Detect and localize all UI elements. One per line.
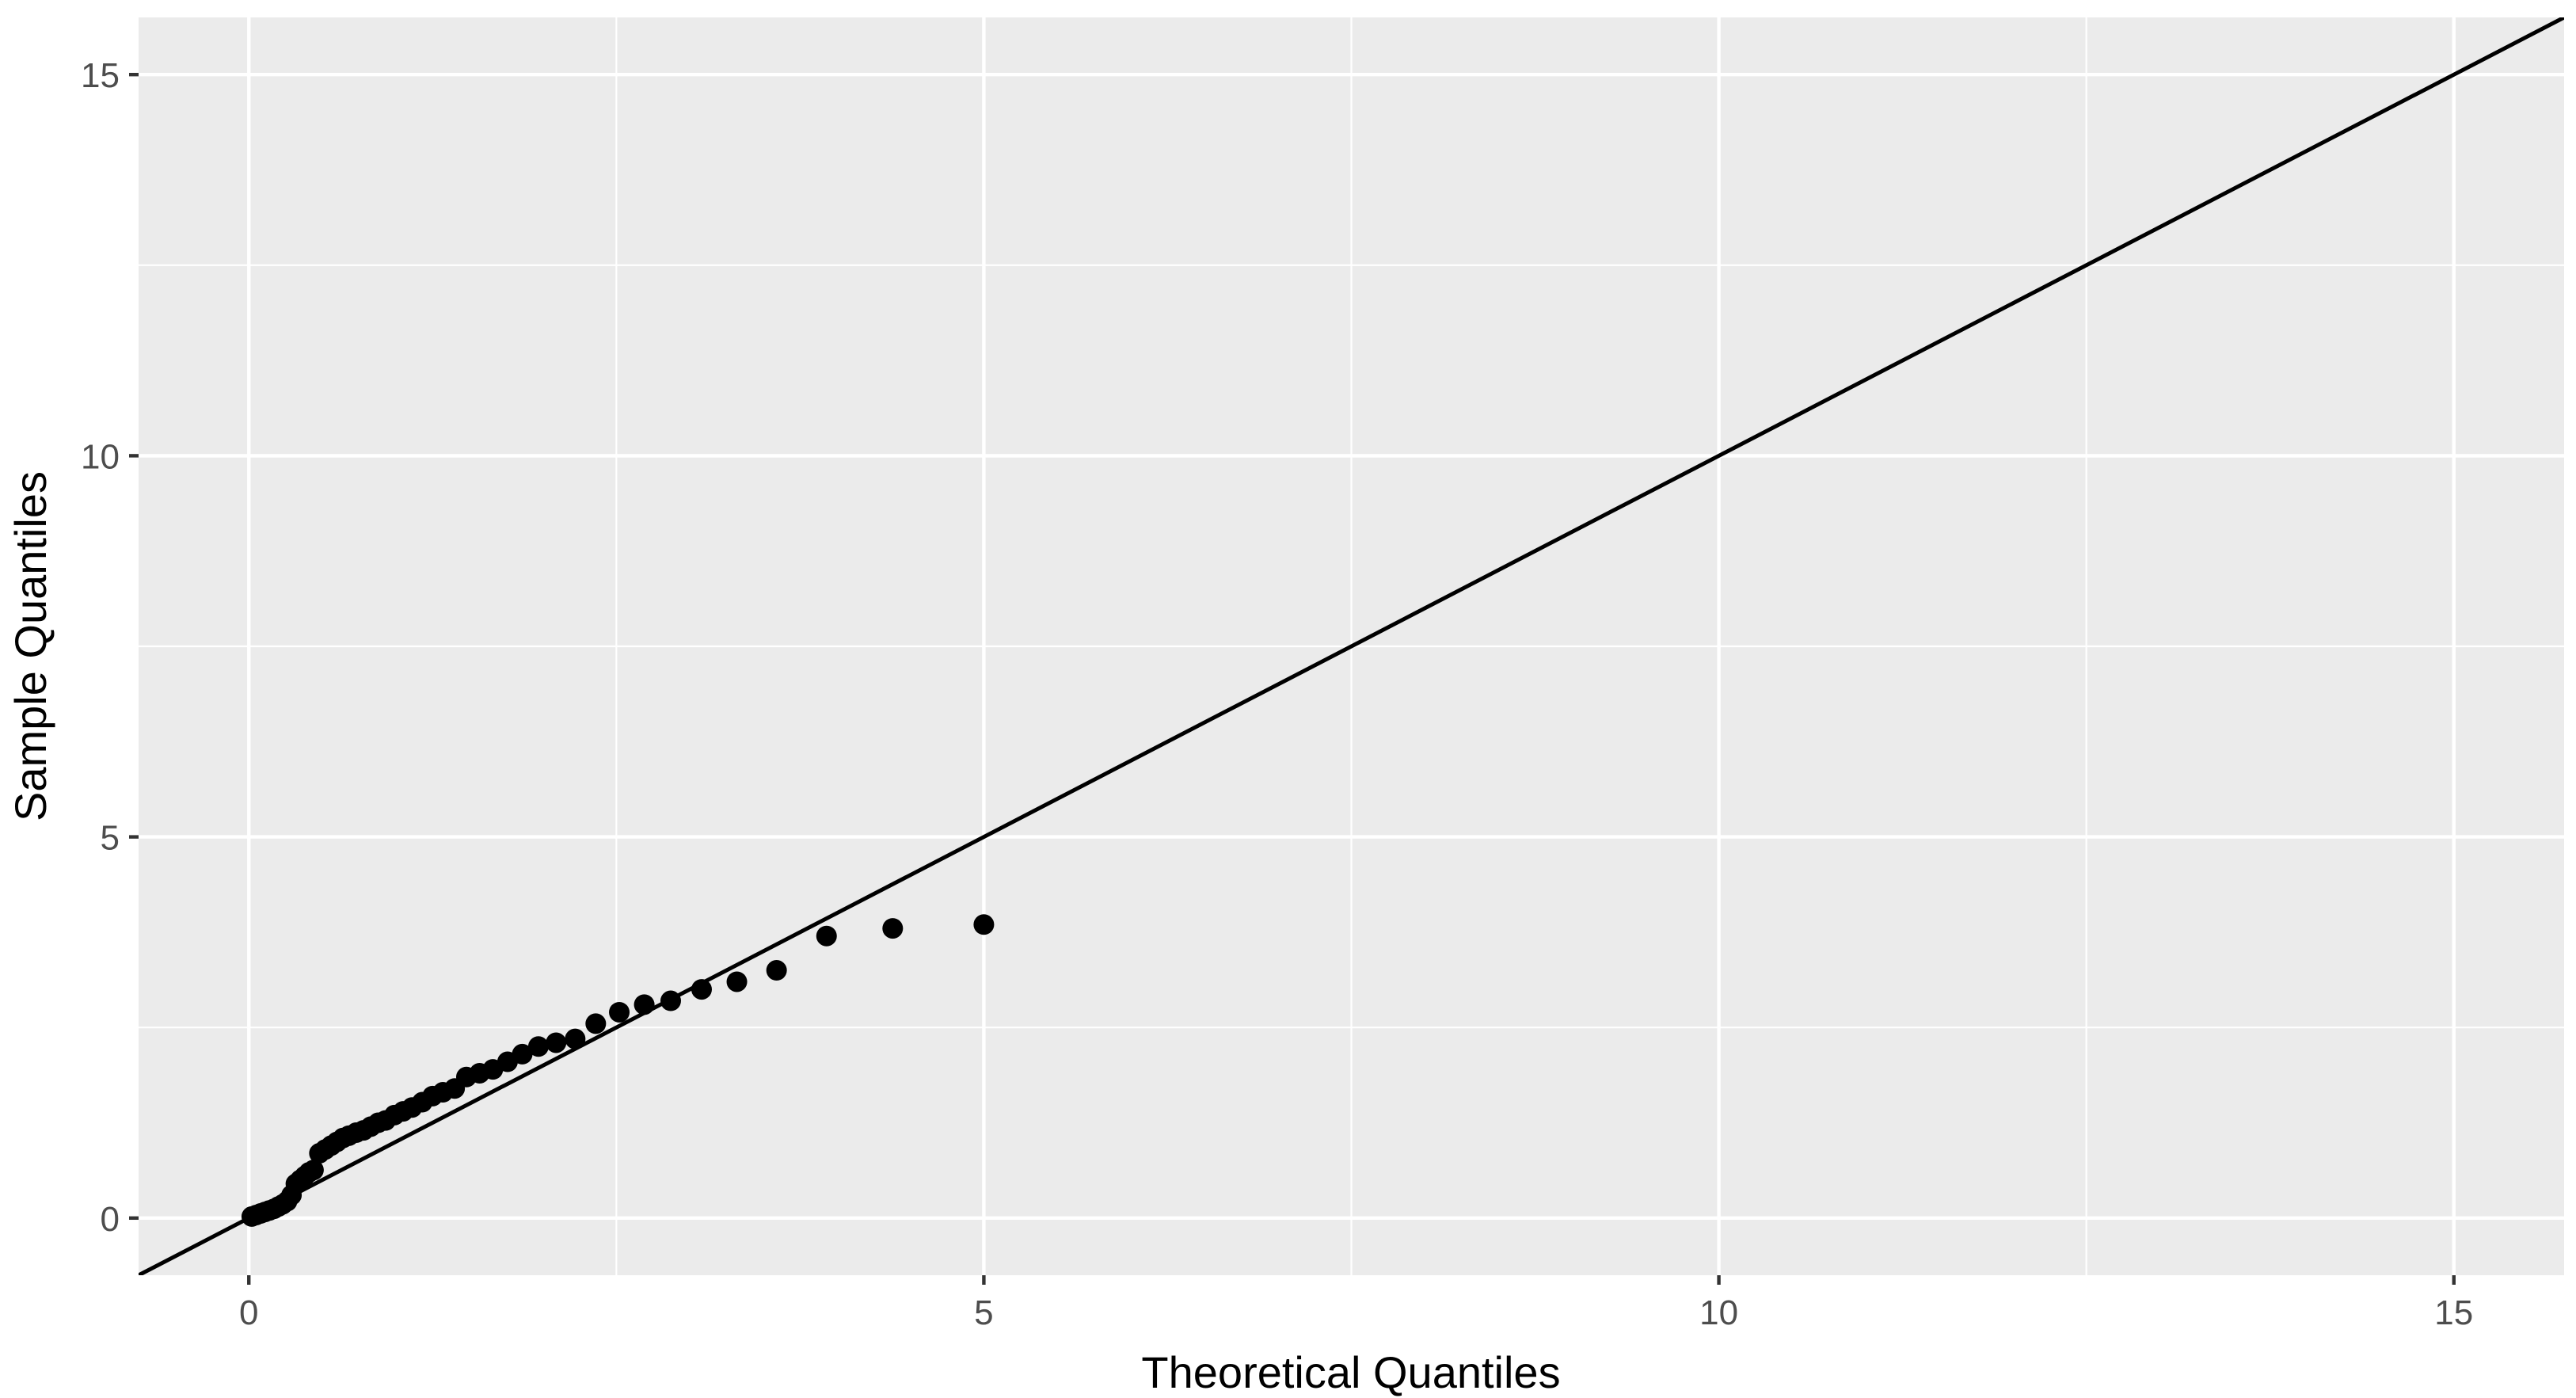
data-point xyxy=(546,1032,567,1053)
x-tick-label: 0 xyxy=(239,1293,258,1332)
qq-reference-line xyxy=(139,17,2564,1275)
data-point xyxy=(512,1043,533,1065)
data-point xyxy=(585,1013,607,1034)
y-tick-label: 0 xyxy=(101,1200,120,1239)
data-point xyxy=(302,1160,324,1181)
data-point xyxy=(691,979,712,1000)
data-point xyxy=(882,918,904,939)
data-point xyxy=(634,994,655,1015)
x-tick-label: 5 xyxy=(974,1293,993,1332)
data-points xyxy=(241,914,995,1227)
grid-major xyxy=(139,17,2564,1275)
data-point xyxy=(660,990,682,1011)
data-point xyxy=(565,1028,586,1049)
x-axis-ticks: 0 5 10 15 xyxy=(239,1275,2473,1332)
y-tick-label: 15 xyxy=(81,56,120,95)
data-point xyxy=(726,971,748,992)
data-point xyxy=(527,1036,549,1057)
y-axis-title: Sample Quantiles xyxy=(6,471,55,821)
y-axis-ticks: 0 5 10 15 xyxy=(81,56,139,1239)
x-tick-label: 10 xyxy=(1699,1293,1738,1332)
data-point xyxy=(816,925,837,947)
y-tick-label: 10 xyxy=(81,437,120,476)
x-axis-title: Theoretical Quantiles xyxy=(1141,1347,1560,1397)
x-tick-label: 15 xyxy=(2434,1293,2473,1332)
data-point xyxy=(766,960,787,981)
y-tick-label: 5 xyxy=(101,819,120,858)
reference-line-group xyxy=(139,17,2564,1275)
data-point xyxy=(609,1001,630,1023)
data-point xyxy=(973,914,995,935)
